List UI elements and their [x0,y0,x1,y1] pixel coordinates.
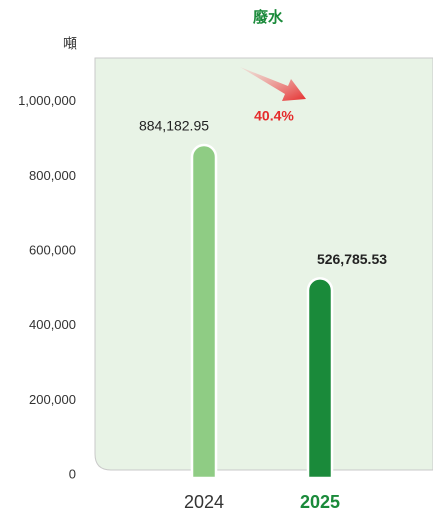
y-tick-label: 600,000 [29,243,76,258]
chart-title: 廢水 [253,8,284,26]
bar [306,277,334,480]
value-label: 526,785.53 [317,251,387,267]
bar [190,143,218,480]
y-tick-label: 400,000 [29,317,76,332]
y-tick-label: 0 [69,466,76,481]
y-tick-label: 1,000,000 [18,93,76,108]
y-axis-label: 噸 [63,36,77,52]
value-label: 884,182.95 [139,118,209,134]
annotation: 40.4% [254,108,294,124]
trend-arrow [240,67,306,101]
y-tick-label: 800,000 [29,168,76,183]
x-tick-label: 2024 [184,492,224,512]
y-tick-label: 200,000 [29,392,76,407]
x-tick-label: 2025 [300,492,340,512]
